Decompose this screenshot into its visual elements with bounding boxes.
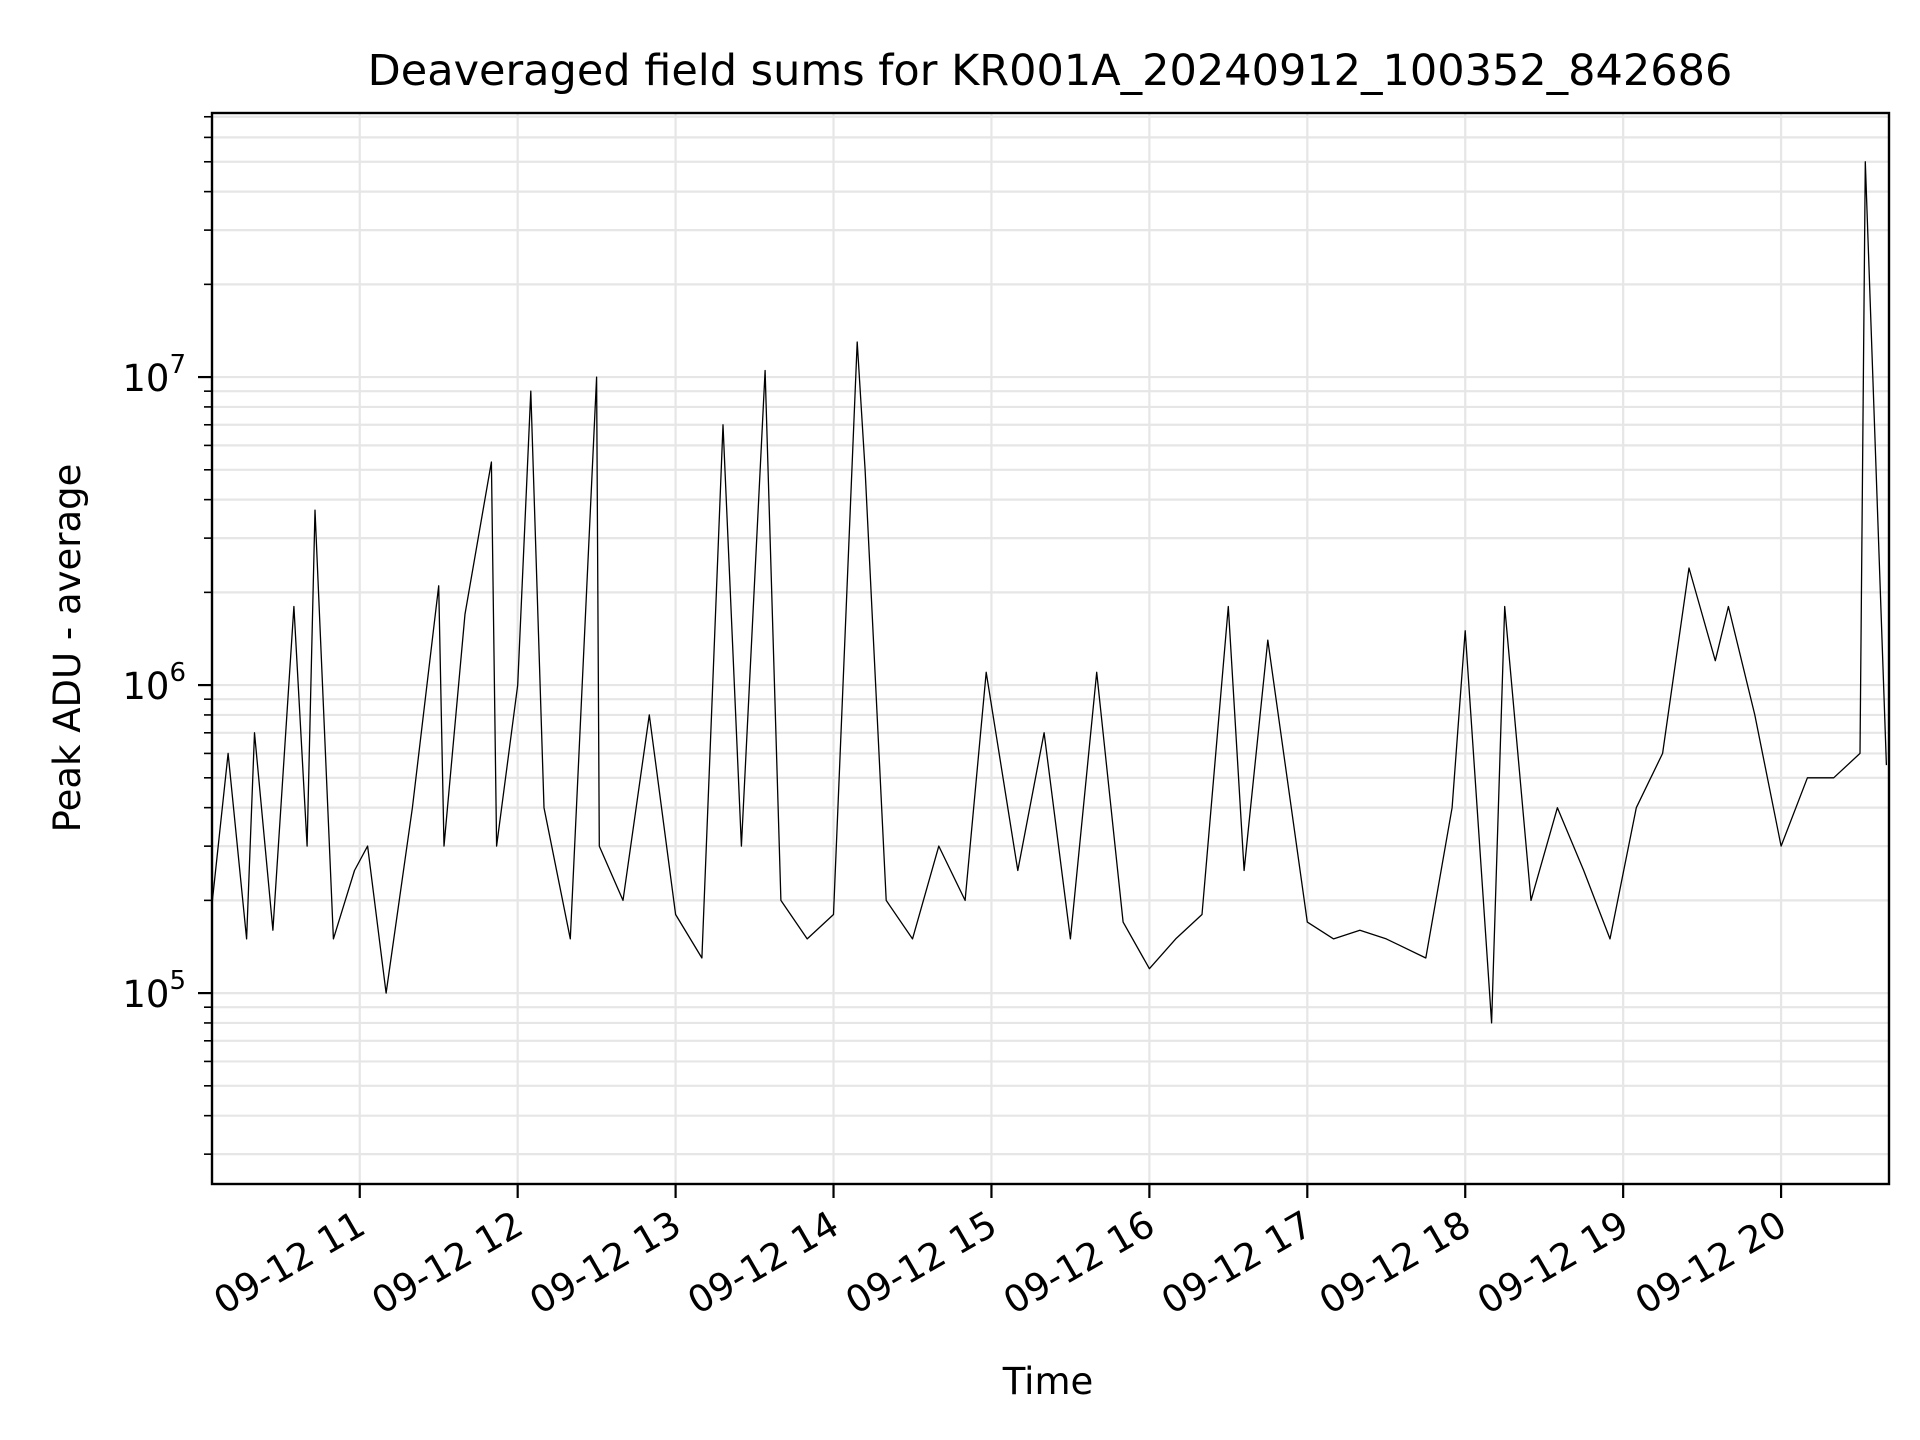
x-tick-label: 09-12 19 — [1470, 1203, 1636, 1323]
x-tick-label: 09-12 16 — [996, 1203, 1162, 1323]
x-axis-label: Time — [1002, 1360, 1094, 1403]
y-tick-label: 107 — [122, 350, 186, 400]
x-tick-label: 09-12 12 — [365, 1203, 531, 1323]
y-axis-label: Peak ADU - average — [46, 464, 89, 833]
y-tick-label: 105 — [122, 966, 186, 1016]
axis-ticks — [198, 115, 1783, 1198]
x-tick-label: 09-12 11 — [207, 1203, 373, 1323]
y-tick-labels: 105 106 107 — [122, 350, 186, 1016]
x-tick-label: 09-12 20 — [1628, 1203, 1794, 1323]
x-tick-label: 09-12 15 — [838, 1203, 1004, 1323]
plot-area-frame — [210, 111, 1891, 1186]
chart-title: Deaveraged field sums for KR001A_2024091… — [368, 46, 1733, 96]
x-tick-label: 09-12 18 — [1312, 1203, 1478, 1323]
x-tick-label: 09-12 14 — [680, 1203, 846, 1323]
series-line — [211, 161, 1888, 1024]
x-tick-label: 09-12 13 — [523, 1203, 689, 1323]
grid-lines — [212, 113, 1889, 1184]
y-tick-label: 106 — [122, 658, 186, 708]
x-tick-label: 09-12 17 — [1154, 1203, 1320, 1323]
